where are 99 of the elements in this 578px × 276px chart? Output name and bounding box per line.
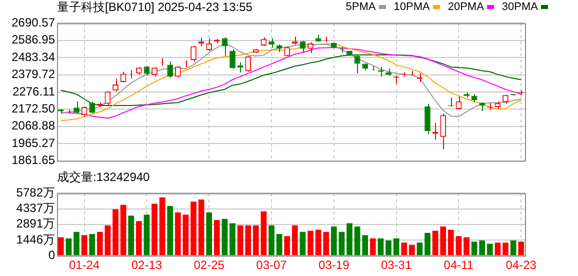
candlestick (440, 112, 446, 150)
bar (510, 240, 516, 256)
y-tick-label: 4337万 (16, 201, 55, 216)
bar (230, 223, 236, 256)
bar (58, 237, 64, 256)
y-tick-label: 1861.65 (12, 153, 56, 168)
bar (222, 218, 228, 256)
bar (89, 234, 96, 256)
bar (479, 240, 486, 256)
bar (424, 232, 430, 256)
bar (144, 214, 150, 256)
bar (370, 238, 376, 256)
bar (66, 238, 72, 256)
bar (308, 230, 314, 256)
chart-title: 量子科技[BK0710] 2025-04-23 13:55 (57, 0, 252, 16)
bar (378, 238, 384, 256)
bar (136, 221, 142, 256)
legend-label: 20PMA (448, 1, 484, 13)
candlestick (354, 54, 360, 74)
y-tick-label: 2172.50 (12, 102, 56, 116)
bar (74, 232, 80, 256)
candlestick (190, 45, 196, 62)
bar (276, 234, 282, 256)
y-tick-label: 1446万 (16, 232, 55, 246)
y-tick-label: 2379.72 (12, 67, 56, 82)
candlestick (230, 48, 236, 70)
bar (330, 226, 337, 256)
bar (206, 212, 212, 256)
bar (112, 209, 118, 256)
bar (486, 244, 493, 256)
candlestick (167, 60, 174, 78)
x-tick-label: 04-11 (444, 258, 474, 272)
bar (456, 236, 462, 256)
bar (440, 226, 446, 256)
candlestick (245, 56, 252, 72)
bar (494, 242, 501, 256)
bar (471, 242, 478, 256)
bar (362, 235, 368, 256)
bar (448, 230, 454, 256)
bar (408, 244, 415, 256)
x-tick-label: 03-19 (318, 258, 350, 272)
bar (401, 242, 408, 256)
bar (198, 199, 204, 256)
bar (432, 230, 438, 256)
bar (81, 235, 88, 256)
x-tick-label: 02-25 (194, 258, 225, 272)
bar (292, 225, 298, 256)
y-tick-label: 2276.11 (12, 84, 56, 98)
bar (268, 225, 274, 256)
bar (464, 237, 470, 256)
legend-label: 5PMA (346, 1, 376, 13)
bar (245, 225, 252, 256)
y-tick-label: 2483.34 (12, 50, 56, 64)
bar (104, 225, 111, 256)
x-tick-label: 03-31 (380, 258, 412, 272)
legend-label: 10PMA (394, 1, 430, 13)
bar (323, 232, 330, 256)
y-tick-label: 2586.95 (12, 32, 56, 47)
bar (214, 220, 220, 256)
y-tick-label: 2690.57 (12, 16, 56, 30)
bar (190, 202, 196, 256)
y-tick-label: 0 (48, 248, 56, 262)
bar (416, 242, 423, 256)
bar (284, 236, 290, 256)
bar (300, 232, 306, 256)
y-tick-label: 2891万 (16, 216, 55, 231)
y-tick-label: 1965.27 (12, 136, 56, 150)
bar (152, 204, 158, 256)
bar (174, 212, 181, 256)
candlestick (308, 42, 314, 54)
y-tick-label: 2068.88 (12, 118, 56, 133)
x-tick-label: 04-23 (506, 258, 537, 272)
bar (338, 232, 345, 256)
candlestick (222, 36, 228, 56)
candlestick (89, 101, 96, 114)
bar (260, 211, 267, 256)
y-tick-label: 5782万 (16, 186, 55, 200)
bar (159, 197, 166, 256)
chart-title: 成交量:13242940 (57, 168, 150, 186)
bar (237, 225, 244, 256)
bar (346, 223, 352, 256)
bar (96, 232, 103, 256)
x-tick-label: 03-07 (256, 258, 288, 272)
x-tick-label: 01-24 (68, 258, 100, 272)
bar (120, 204, 126, 256)
bar (386, 240, 392, 256)
bar (182, 214, 189, 256)
bar (518, 242, 524, 256)
bar (252, 225, 259, 256)
bar (393, 238, 400, 256)
bar (354, 226, 360, 256)
bar (128, 216, 134, 256)
bar (167, 206, 174, 256)
candlestick (104, 90, 111, 106)
x-tick-label: 02-13 (131, 258, 162, 272)
bar (502, 242, 508, 256)
candlestick (424, 103, 430, 135)
legend-label: 30PMA (502, 1, 538, 13)
bar (315, 230, 322, 256)
